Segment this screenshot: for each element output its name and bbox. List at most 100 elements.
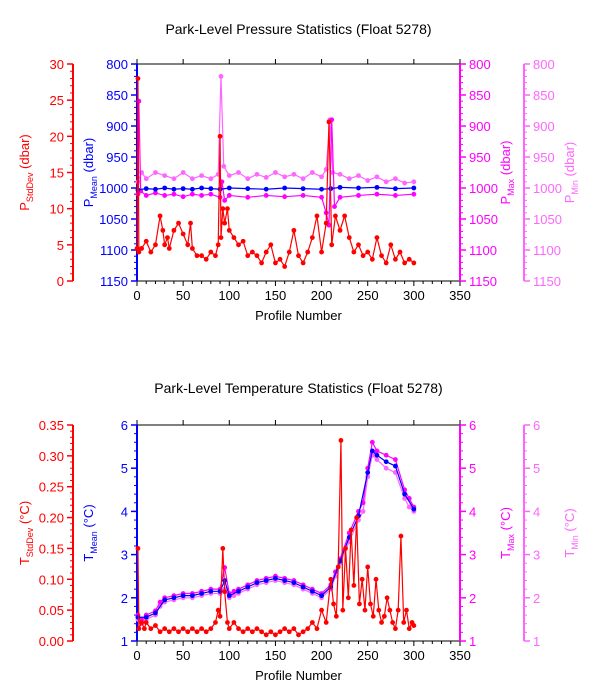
data-point-min <box>254 171 260 177</box>
x-tick-label: 100 <box>218 648 240 663</box>
data-point-mean <box>171 595 177 601</box>
min-tick-label: 850 <box>533 88 555 103</box>
data-point-stddev <box>226 227 232 233</box>
stddev-tick-label: 30 <box>50 57 64 72</box>
data-point-mean <box>282 185 288 191</box>
data-point-mean <box>393 186 398 192</box>
data-point-stddev <box>374 235 380 241</box>
data-point-stddev <box>404 607 409 613</box>
data-point-mean <box>245 186 251 192</box>
x-axis-label: Profile Number <box>255 308 342 323</box>
data-point-stddev <box>189 626 195 632</box>
data-point-stddev <box>208 626 214 632</box>
data-point-stddev <box>309 235 315 241</box>
data-point-stddev <box>393 626 398 632</box>
data-point-stddev <box>136 249 142 255</box>
data-point-stddev <box>319 249 324 255</box>
data-point-stddev <box>277 629 283 635</box>
data-point-mean <box>337 184 343 190</box>
max-tick-label: 1 <box>469 634 476 649</box>
mean-tick-label: 5 <box>121 461 128 476</box>
mean-tick-label: 950 <box>106 150 128 165</box>
min-tick-label: 1150 <box>533 274 561 289</box>
data-point-stddev <box>176 220 181 226</box>
data-point-stddev <box>180 231 186 237</box>
data-point-min <box>402 180 408 186</box>
data-point-max <box>411 191 417 197</box>
data-point-min <box>143 176 149 182</box>
data-point-min <box>360 509 366 514</box>
mean-tick-label: 1000 <box>99 181 128 196</box>
data-point-stddev <box>218 235 224 241</box>
data-point-min <box>199 173 205 179</box>
x-tick-label: 250 <box>357 648 379 663</box>
mean-tick-label: 6 <box>121 418 128 433</box>
data-point-stddev <box>335 564 341 570</box>
data-point-max <box>226 193 232 198</box>
mean-tick-label: 1150 <box>100 274 128 289</box>
data-point-mean <box>383 459 389 465</box>
data-point-stddev <box>240 238 246 244</box>
data-point-min <box>245 176 251 182</box>
max-tick-label: 1000 <box>469 181 498 196</box>
stddev-tick-label: 0.20 <box>39 511 64 526</box>
data-point-stddev <box>148 626 154 632</box>
data-point-stddev <box>383 260 389 266</box>
data-point-stddev <box>254 626 260 632</box>
data-point-stddev <box>225 620 230 625</box>
data-point-stddev <box>259 260 264 266</box>
data-point-stddev <box>354 515 360 520</box>
min-tick-label: 6 <box>533 418 540 433</box>
data-point-mean <box>226 593 232 599</box>
series-line-mean <box>137 186 414 191</box>
data-point-min <box>411 179 417 185</box>
series-line-stddev <box>137 440 415 636</box>
data-point-mean <box>189 186 195 192</box>
data-point-mean <box>208 588 214 594</box>
x-tick-label: 50 <box>176 288 190 303</box>
data-point-stddev <box>215 607 221 613</box>
data-point-stddev <box>291 227 297 233</box>
data-point-min <box>189 176 195 182</box>
mean-tick-label: 900 <box>106 119 128 134</box>
data-point-stddev <box>401 620 407 625</box>
data-point-stddev <box>291 626 297 632</box>
data-point-stddev <box>319 607 324 613</box>
data-point-stddev <box>135 76 141 81</box>
data-point-stddev <box>323 220 329 226</box>
data-point-stddev <box>222 220 228 226</box>
data-point-stddev <box>398 533 404 539</box>
data-point-stddev <box>309 620 315 625</box>
data-point-stddev <box>337 227 343 233</box>
data-point-stddev <box>213 620 218 625</box>
data-point-stddev <box>162 242 168 248</box>
data-point-mean <box>356 185 361 191</box>
data-point-stddev <box>166 629 172 635</box>
min-tick-label: 4 <box>533 504 540 519</box>
stddev-tick-label: 0.15 <box>39 541 64 556</box>
stddev-tick-label: 20 <box>50 129 64 144</box>
data-point-stddev <box>220 206 226 212</box>
x-tick-label: 150 <box>265 288 287 303</box>
data-point-mean <box>402 491 408 497</box>
data-point-mean <box>162 185 168 191</box>
stddev-tick-label: 0 <box>57 274 64 289</box>
data-point-stddev <box>180 626 186 632</box>
chart-panel-0: Park-Level Pressure Statistics (Float 52… <box>17 21 580 323</box>
data-point-stddev <box>141 626 147 632</box>
data-point-min <box>356 173 361 179</box>
data-point-max <box>337 194 343 200</box>
data-point-min <box>406 504 412 510</box>
x-tick-label: 150 <box>265 648 287 663</box>
data-point-min <box>393 176 398 182</box>
data-point-mean <box>374 452 380 458</box>
data-point-stddev <box>402 260 408 266</box>
data-point-stddev <box>326 119 332 125</box>
data-point-stddev <box>342 213 348 219</box>
data-point-max <box>369 439 375 445</box>
data-point-max <box>189 191 195 197</box>
mean-tick-label: 2 <box>121 591 128 606</box>
mean-tick-label: 850 <box>106 88 128 103</box>
data-point-stddev <box>381 613 387 619</box>
